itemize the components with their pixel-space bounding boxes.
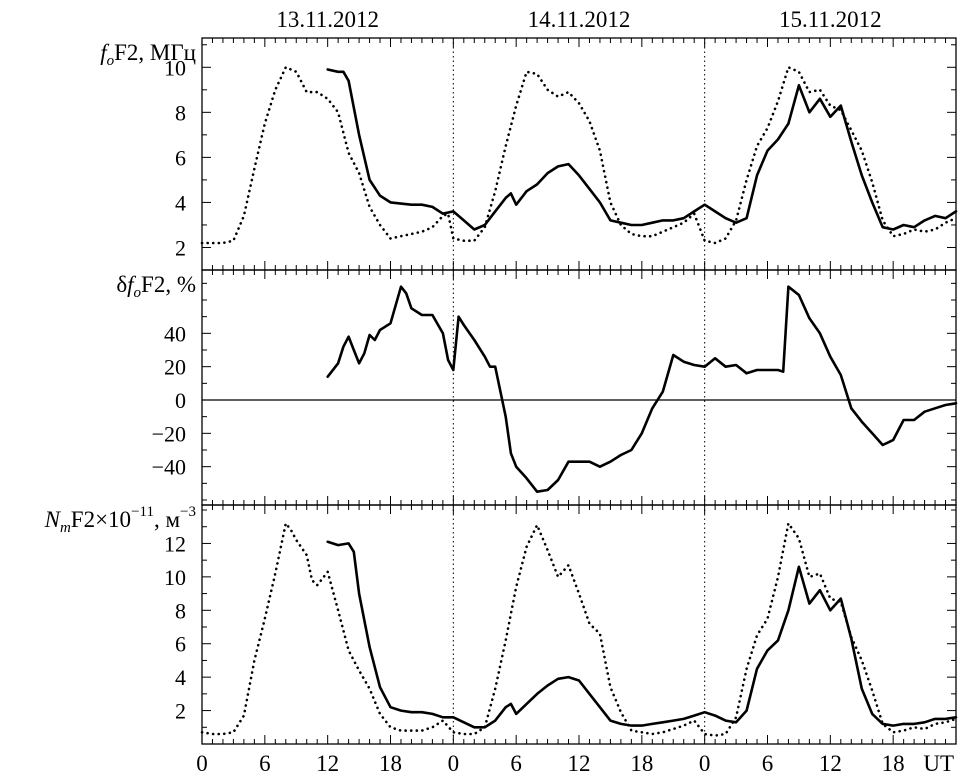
x-tick-label: 12 — [568, 751, 591, 776]
y-axis-title: foF2, МГц — [100, 40, 196, 69]
y-tick-label: 4 — [175, 665, 186, 690]
date-label-1: 14.11.2012 — [528, 7, 631, 32]
x-tick-label: 0 — [196, 751, 208, 776]
x-tick-label: 0 — [699, 751, 711, 776]
y-axis-title: NmF2×10−11, м−3 — [44, 504, 196, 536]
x-tick-label: 12 — [316, 751, 339, 776]
date-labels: 13.11.2012 14.11.2012 15.11.2012 — [276, 7, 881, 32]
y-tick-label: 10 — [164, 55, 186, 80]
x-unit-label: UT — [923, 751, 954, 776]
series-dotted-line — [200, 66, 958, 245]
y-axis-title: δfoF2, % — [116, 272, 196, 301]
y-tick-label: 20 — [164, 355, 186, 380]
x-tick-label: 18 — [882, 751, 905, 776]
date-label-2: 15.11.2012 — [779, 7, 882, 32]
x-tick-label: 18 — [379, 751, 402, 776]
x-tick-label: 0 — [448, 751, 460, 776]
series-solid-line — [326, 540, 958, 729]
y-tick-label: 8 — [175, 100, 186, 125]
y-tick-label: −40 — [152, 455, 186, 480]
y-tick-label: 6 — [175, 145, 186, 170]
y-tick-label: −20 — [152, 421, 186, 446]
x-tick-label: 6 — [259, 751, 271, 776]
y-tick-label: 40 — [164, 321, 186, 346]
panel-frame — [201, 269, 957, 506]
y-tick-label: 4 — [175, 190, 186, 215]
y-tick-label: 2 — [175, 235, 186, 260]
x-tick-label: 18 — [630, 751, 653, 776]
y-tick-label: 2 — [175, 699, 186, 724]
series-dotted-line — [200, 522, 958, 737]
x-axis: 0 6 12 18 0 6 12 18 0 6 12 18 UT — [196, 751, 954, 776]
x-tick-label: 12 — [819, 751, 842, 776]
y-tick-label: 10 — [164, 565, 186, 590]
x-tick-label: 6 — [510, 751, 522, 776]
series-solid-line — [326, 285, 958, 494]
panel-frame — [201, 504, 957, 745]
y-tick-label: 12 — [164, 531, 186, 556]
y-tick-label: 8 — [175, 598, 186, 623]
x-tick-label: 6 — [762, 751, 774, 776]
series-solid-line — [326, 68, 958, 231]
panel-frame — [201, 37, 957, 271]
panel-dfof2: −40 −20 0 20 40 δfoF2, % — [116, 269, 958, 506]
y-tick-label: 6 — [175, 632, 186, 657]
date-label-0: 13.11.2012 — [276, 7, 379, 32]
y-tick-label: 0 — [175, 388, 186, 413]
